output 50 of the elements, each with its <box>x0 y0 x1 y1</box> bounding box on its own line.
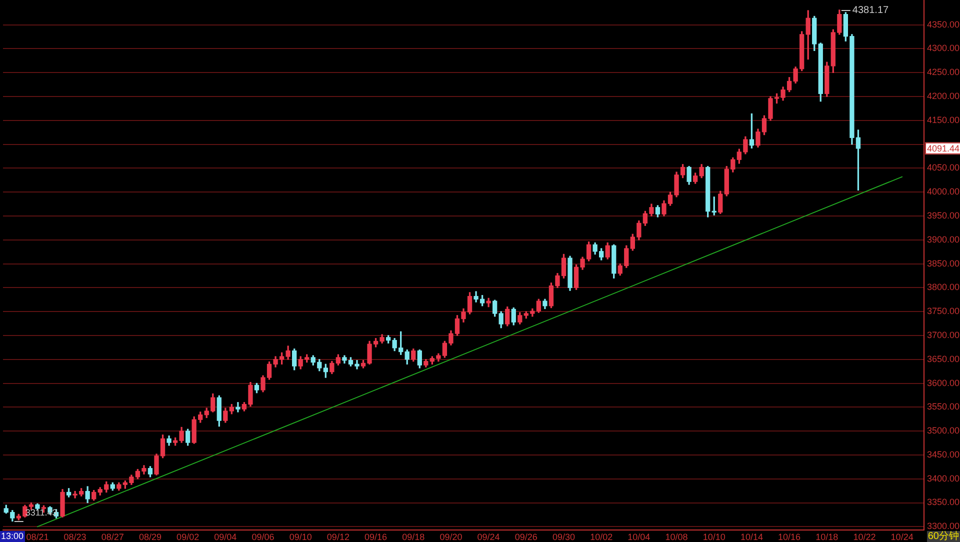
x-tick-label: 09/10 <box>289 532 312 542</box>
y-tick-label: 3750.00 <box>927 306 960 316</box>
x-tick-label: 09/12 <box>326 532 350 542</box>
y-tick-label: 4350.00 <box>927 19 960 30</box>
y-tick-label: 4050.00 <box>927 162 960 173</box>
candlestick <box>236 402 240 412</box>
text: 60分钟 <box>926 531 960 542</box>
y-tick-label: 3950.00 <box>927 210 960 220</box>
y-tick-label: 3700.00 <box>927 330 960 340</box>
y-tick-label: 3550.00 <box>927 402 960 412</box>
x-tick-label: 08/23 <box>64 532 86 542</box>
x-tick-label: 09/24 <box>477 532 500 542</box>
x-tick-label: 10/22 <box>853 532 876 542</box>
y-tick-label: 4300.00 <box>927 43 960 54</box>
y-tick-label: 3800.00 <box>927 282 960 292</box>
annotation: 4381.17 <box>852 4 890 16</box>
x-tick-label: 08/27 <box>101 532 124 542</box>
x-tick-label: 10/10 <box>702 532 726 542</box>
y-tick-label: 3900.00 <box>927 234 960 244</box>
y-tick-label: 4150.00 <box>927 114 960 125</box>
x-tick-label: 10/18 <box>816 532 838 542</box>
x-tick-label: 10/02 <box>590 532 613 542</box>
y-tick-label: 3600.00 <box>927 378 960 388</box>
x-tick-label: 09/18 <box>402 532 425 542</box>
y-tick-label: 3650.00 <box>927 354 960 364</box>
x-tick-label: 09/16 <box>364 532 388 542</box>
x-tick-label: 09/20 <box>440 532 462 542</box>
y-tick-label: 3300.00 <box>927 521 960 532</box>
text: 13:00 <box>0 531 25 542</box>
y-tick-label: 3450.00 <box>927 449 960 460</box>
y-tick-label: 4200.00 <box>927 91 960 102</box>
x-tick-label: 09/02 <box>176 532 200 542</box>
x-tick-label: 09/04 <box>214 532 237 542</box>
x-tick-label: 09/06 <box>252 532 274 542</box>
x-tick-label: 10/04 <box>628 532 650 542</box>
x-tick-label: 10/16 <box>778 532 801 542</box>
x-tick-label: 09/30 <box>552 532 576 542</box>
x-tick-label: 08/21 <box>26 532 49 542</box>
x-tick-label: 10/24 <box>890 532 914 542</box>
y-tick-label: 4000.00 <box>927 186 960 197</box>
y-tick-label: 3500.00 <box>927 426 960 436</box>
annotation: 4091.44 <box>927 143 960 154</box>
y-tick-label: 3850.00 <box>927 258 960 268</box>
y-tick-label: 3400.00 <box>927 473 960 484</box>
x-tick-label: 08/29 <box>138 532 162 542</box>
x-tick-label: 10/08 <box>665 532 688 542</box>
y-tick-label: 4250.00 <box>927 67 960 78</box>
y-tick-label: 3350.00 <box>927 497 960 508</box>
x-tick-label: 10/14 <box>740 532 763 542</box>
x-tick-label: 09/26 <box>514 532 538 542</box>
